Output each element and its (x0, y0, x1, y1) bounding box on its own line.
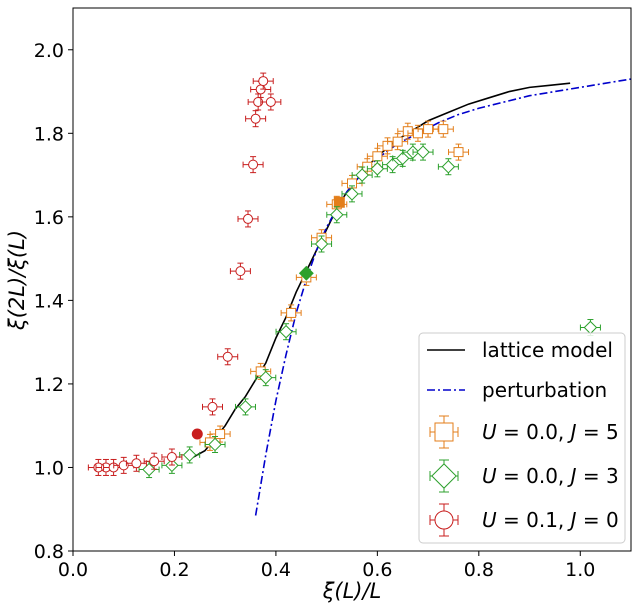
legend-label: lattice model (482, 338, 613, 362)
data-point (453, 147, 464, 158)
legend-label: U = 0.1, J = 0 (482, 508, 619, 532)
data-point (314, 237, 329, 251)
y-tick-label: 1.4 (34, 290, 64, 312)
data-point (235, 266, 246, 277)
y-tick-label: 0.8 (34, 541, 64, 563)
data-point (258, 370, 273, 385)
data-point (370, 162, 385, 176)
data-point (372, 151, 383, 162)
data-point (238, 400, 253, 414)
data-point (441, 159, 456, 174)
x-tick-label: 0.2 (159, 559, 189, 581)
data-point (243, 213, 254, 224)
data-point (131, 458, 142, 469)
legend-swatch-marker (434, 510, 454, 530)
data-point (215, 429, 226, 440)
legend-label: perturbation (482, 378, 607, 402)
legend-label: U = 0.0, J = 3 (482, 464, 619, 488)
x-tick-label: 1.0 (565, 559, 595, 581)
y-tick-label: 2.0 (34, 40, 64, 62)
y-tick-label: 1.8 (34, 123, 64, 145)
x-axis: 0.0 0.2 0.4 0.6 0.8 1.0 (58, 551, 595, 581)
y-axis: 0.8 1.0 1.2 1.4 1.6 1.8 2.0 (34, 40, 73, 563)
data-point (258, 76, 269, 87)
y-axis-label: ξ(2L)/ξ(L) (5, 230, 29, 331)
data-point-filled (333, 196, 345, 208)
data-point (392, 136, 403, 147)
data-point-filled (298, 265, 314, 281)
x-tick-label: 0.8 (464, 559, 494, 581)
legend-swatch-marker (434, 422, 454, 442)
data-point-filled (191, 428, 203, 440)
y-tick-label: 1.0 (34, 457, 64, 479)
data-point (142, 462, 156, 477)
data-point (345, 187, 359, 201)
x-tick-label: 0.4 (261, 559, 291, 581)
series-4 (87, 72, 282, 476)
data-point (208, 437, 222, 452)
data-point (250, 113, 261, 124)
data-point (423, 124, 434, 135)
x-tick-label: 0.0 (58, 559, 88, 581)
data-point (329, 207, 344, 222)
x-axis-label: ξ(L)/L (322, 579, 382, 603)
data-point (279, 324, 293, 339)
data-point (207, 401, 218, 412)
legend: lattice model perturbation U = 0.0, J = 5 U… (418, 332, 626, 544)
legend-swatch-marker (431, 463, 457, 489)
data-point (248, 159, 259, 170)
legend-label: U = 0.0, J = 5 (482, 420, 619, 444)
data-point (395, 151, 410, 166)
data-point (355, 168, 369, 182)
data-point (438, 124, 449, 135)
plot-area (87, 72, 631, 516)
data-point (416, 145, 430, 159)
y-tick-label: 1.6 (34, 207, 64, 229)
data-point (166, 452, 177, 463)
data-point (265, 96, 276, 107)
data-point (385, 157, 400, 172)
data-point (182, 448, 197, 462)
plot-frame (72, 7, 632, 552)
data-point (222, 351, 233, 362)
data-point (149, 456, 160, 467)
series-2 (199, 120, 470, 451)
data-point (286, 307, 297, 318)
x-tick-label: 0.6 (362, 559, 392, 581)
legend-box (418, 332, 626, 544)
perturbation-line (254, 78, 631, 516)
y-tick-label: 1.2 (34, 374, 64, 396)
series-1 (254, 78, 631, 516)
data-point (255, 366, 266, 377)
